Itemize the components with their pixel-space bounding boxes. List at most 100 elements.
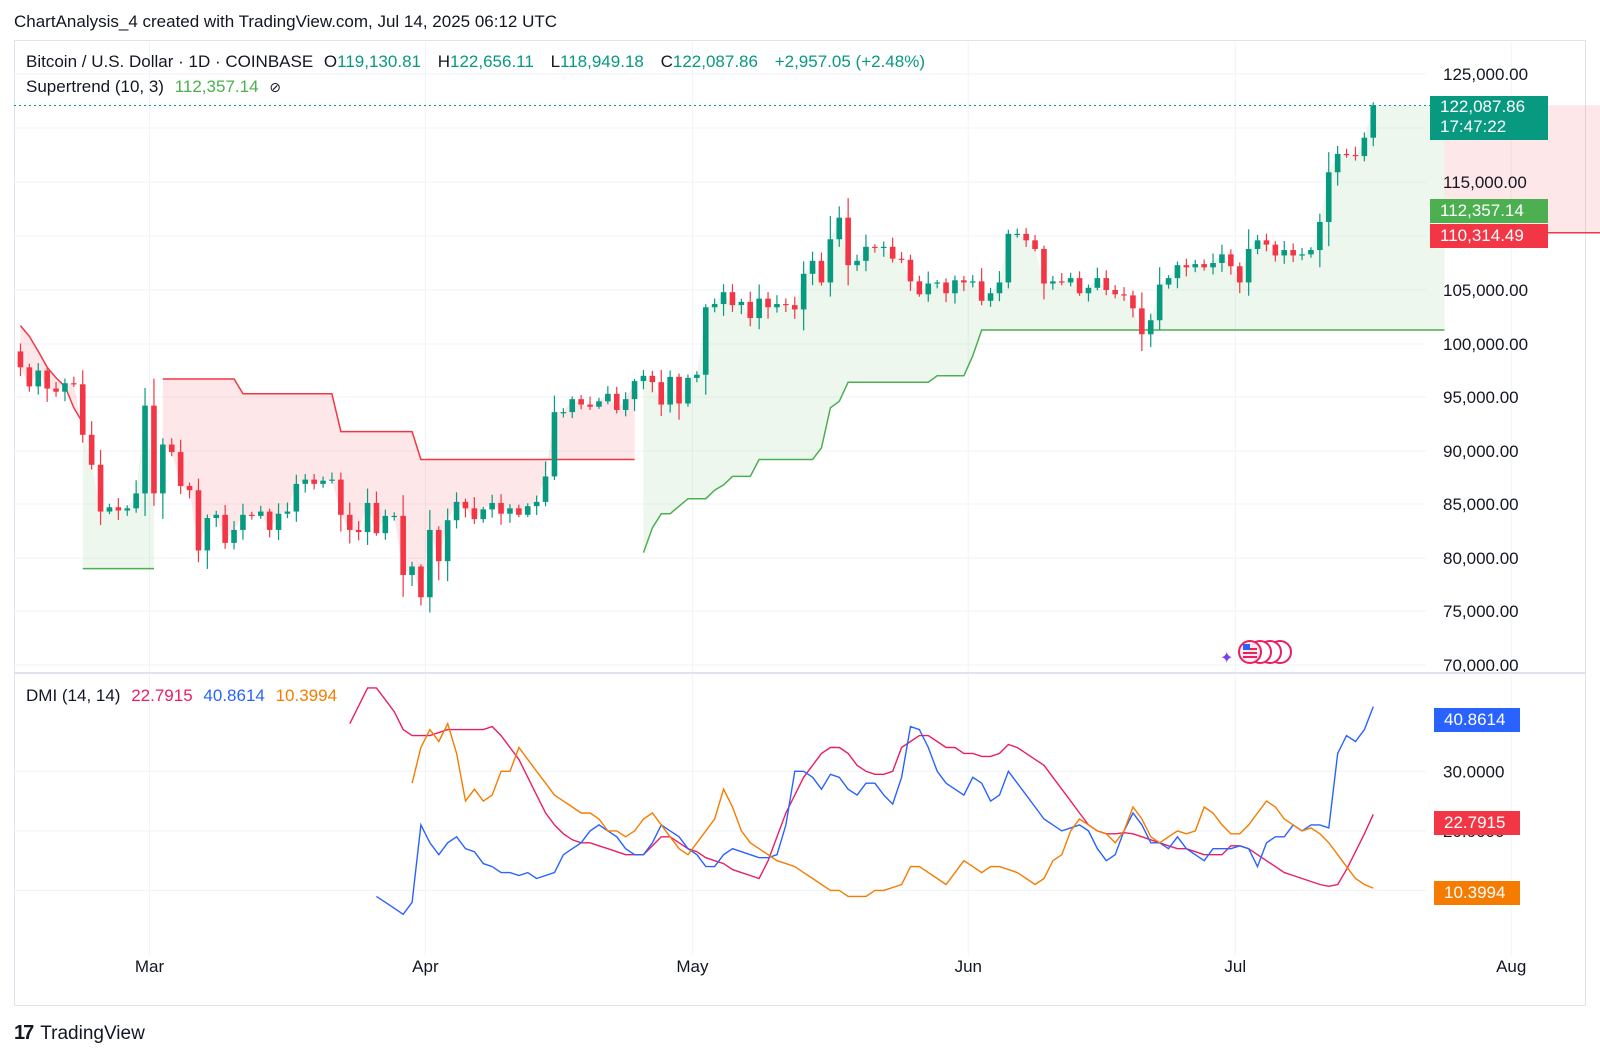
candle bbox=[880, 241, 887, 257]
candle bbox=[791, 296, 798, 319]
candle bbox=[213, 510, 220, 527]
candle-body bbox=[26, 367, 33, 387]
candle bbox=[961, 275, 967, 292]
candle-body bbox=[62, 383, 68, 392]
candle bbox=[329, 472, 335, 484]
candle-body bbox=[142, 405, 148, 494]
candle bbox=[1272, 241, 1279, 262]
brand-name[interactable]: TradingView bbox=[40, 1022, 145, 1044]
candle-body bbox=[800, 273, 807, 310]
candle bbox=[854, 254, 860, 271]
candle bbox=[1076, 271, 1083, 296]
supertrend-legend[interactable]: Supertrend (10, 3) 112,357.14 ⊘ bbox=[26, 77, 287, 97]
open-label: O bbox=[323, 52, 338, 71]
eye-off-icon[interactable]: ⊘ bbox=[269, 79, 281, 95]
candle-body bbox=[729, 292, 736, 306]
candle-body bbox=[1308, 250, 1314, 255]
candle bbox=[542, 461, 549, 507]
candle bbox=[667, 370, 673, 413]
candle bbox=[996, 271, 1003, 302]
candle-body bbox=[622, 399, 629, 410]
candle bbox=[480, 506, 487, 523]
dmi-tick-label: 30.0000 bbox=[1443, 762, 1504, 781]
candle-body bbox=[204, 518, 211, 551]
candle bbox=[1325, 152, 1332, 247]
candle bbox=[507, 504, 513, 523]
candle bbox=[204, 514, 211, 569]
supertrend-band-down bbox=[20, 325, 83, 435]
time-tick-label: Jun bbox=[955, 957, 982, 976]
candle bbox=[79, 370, 86, 443]
candle-body bbox=[978, 281, 985, 301]
candle-body bbox=[355, 529, 362, 533]
candle bbox=[605, 386, 611, 405]
candle bbox=[346, 502, 353, 544]
candle-body bbox=[889, 246, 896, 259]
candle-body bbox=[329, 479, 335, 481]
candle bbox=[702, 304, 709, 395]
candle-body bbox=[1317, 221, 1323, 251]
candle bbox=[845, 198, 851, 286]
candle-body bbox=[738, 301, 745, 306]
candle bbox=[320, 476, 326, 488]
candle-body bbox=[961, 280, 967, 283]
candle bbox=[1139, 292, 1145, 352]
candle-body bbox=[1263, 240, 1270, 245]
candle-body bbox=[124, 508, 131, 511]
symbol-name[interactable]: Bitcoin / U.S. Dollar · 1D · COINBASE bbox=[26, 52, 314, 71]
candle bbox=[1236, 262, 1243, 294]
candle-body bbox=[774, 304, 780, 308]
candle bbox=[872, 244, 878, 253]
candle-body bbox=[827, 239, 834, 283]
candle bbox=[685, 374, 691, 407]
candle-body bbox=[427, 529, 433, 598]
time-axis: Mar Apr May Jun Jul Aug bbox=[135, 957, 1526, 976]
candle bbox=[587, 396, 593, 410]
candle bbox=[694, 371, 700, 383]
candle bbox=[978, 268, 985, 306]
candle bbox=[151, 378, 157, 506]
candle-body bbox=[302, 479, 309, 484]
candle-body bbox=[1210, 263, 1216, 268]
candle bbox=[818, 252, 825, 286]
candle-body bbox=[1147, 320, 1154, 335]
candle bbox=[133, 480, 139, 513]
candle-body bbox=[88, 434, 95, 465]
supertrend-line-down bbox=[19, 325, 84, 424]
candle-body bbox=[240, 514, 246, 530]
supertrend-up-badge: 112,357.14 bbox=[1430, 199, 1548, 223]
candle-body bbox=[720, 292, 727, 305]
supertrend-label[interactable]: Supertrend (10, 3) bbox=[26, 77, 164, 96]
candle bbox=[1121, 287, 1127, 301]
dmi-adx-badge: 22.7915 bbox=[1434, 811, 1520, 835]
candle-body bbox=[338, 479, 344, 515]
dmi-label[interactable]: DMI (14, 14) bbox=[26, 686, 121, 705]
candle bbox=[578, 395, 584, 410]
candle-body bbox=[1085, 287, 1092, 294]
candle bbox=[1228, 249, 1234, 275]
candle-body bbox=[1058, 281, 1065, 283]
candle bbox=[551, 395, 558, 481]
candle-body bbox=[1174, 265, 1181, 279]
chart-frame[interactable] bbox=[14, 40, 1586, 1006]
tradingview-logo-icon[interactable]: 17 bbox=[14, 1022, 34, 1044]
candle-body bbox=[1041, 248, 1047, 284]
candle-body bbox=[791, 305, 798, 310]
candle bbox=[249, 511, 255, 520]
candle-body bbox=[1281, 250, 1288, 256]
candle bbox=[44, 367, 50, 402]
candle bbox=[1050, 275, 1056, 290]
candle bbox=[925, 271, 932, 302]
dmi-adx-value: 22.7915 bbox=[131, 686, 193, 705]
candle-body bbox=[613, 393, 620, 410]
dmi-legend[interactable]: DMI (14, 14) 22.7915 40.8614 10.3994 bbox=[26, 686, 343, 706]
candle bbox=[418, 564, 424, 606]
candle bbox=[569, 396, 576, 419]
time-tick-label: Jul bbox=[1224, 957, 1246, 976]
supertrend-line-up bbox=[642, 329, 1445, 553]
candle bbox=[266, 508, 273, 538]
candle bbox=[1201, 259, 1207, 271]
candle bbox=[863, 234, 869, 272]
candle-body bbox=[845, 217, 851, 266]
